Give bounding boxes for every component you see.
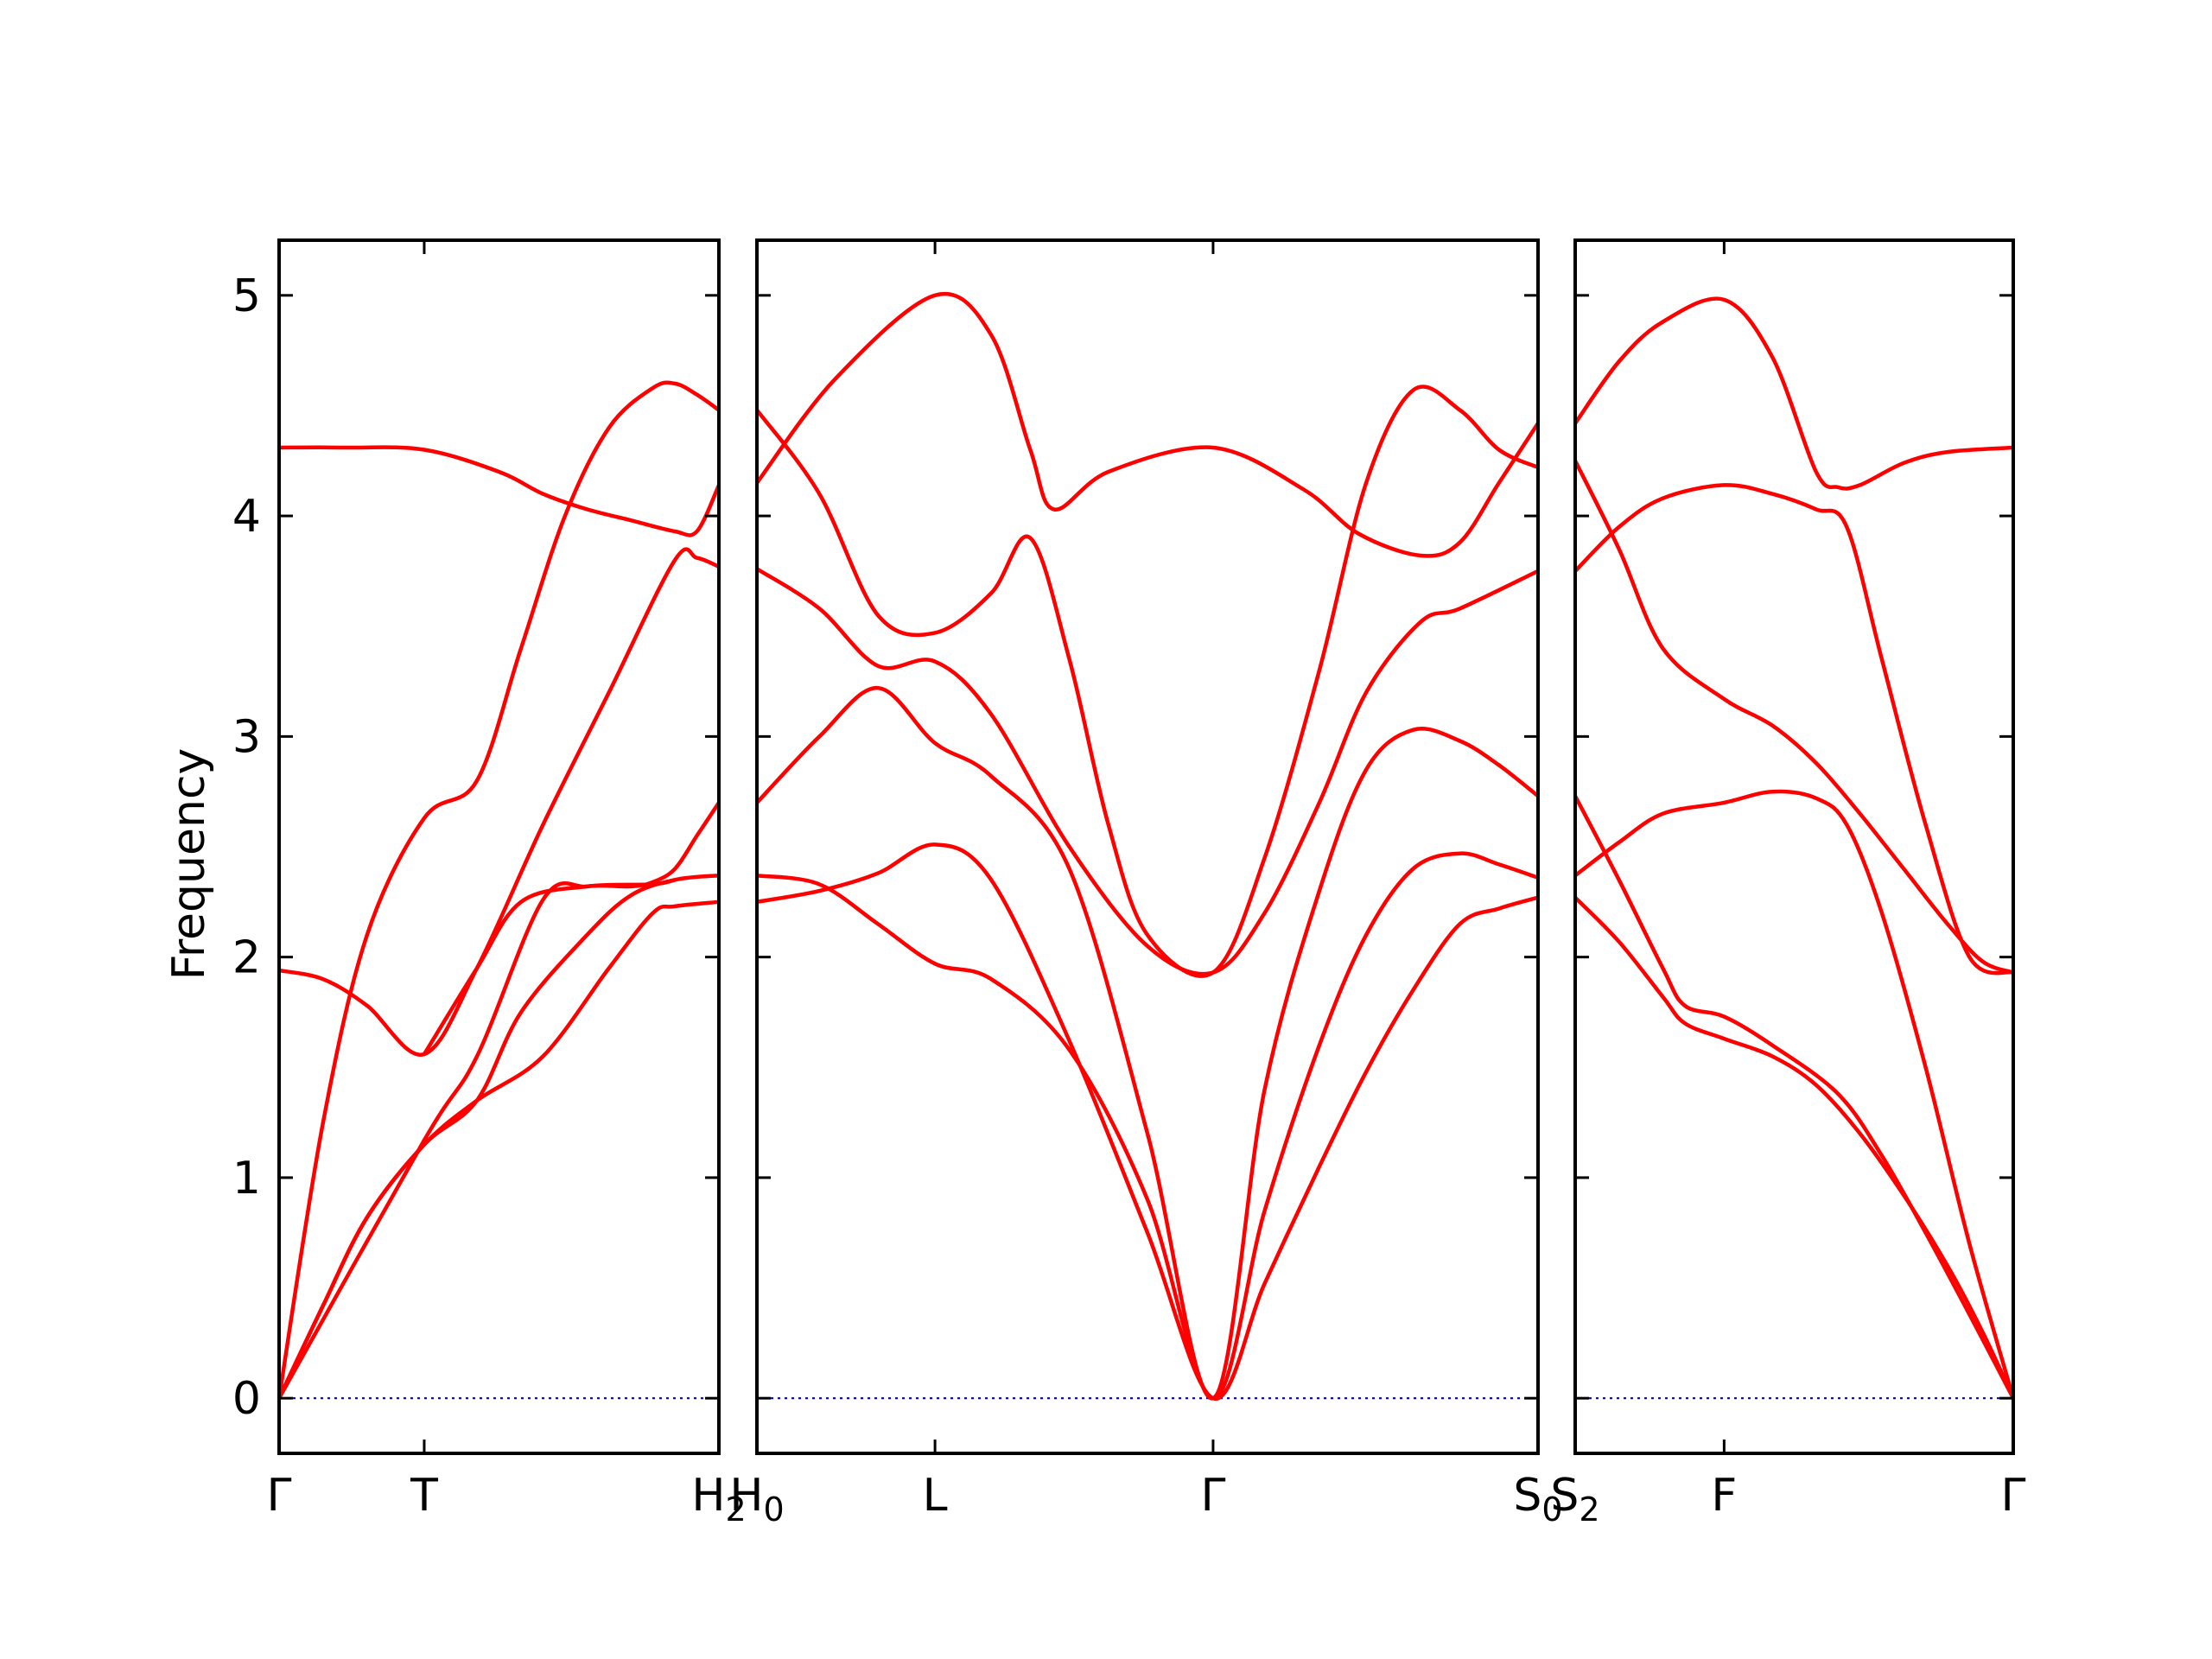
x-tick-label: Γ [1200, 1470, 1225, 1522]
band-line [279, 899, 719, 1401]
y-tick-label: 4 [232, 491, 261, 543]
band-line [279, 445, 719, 537]
band-line [279, 873, 719, 1401]
band-lines [279, 380, 719, 1401]
band-line [279, 547, 719, 1057]
band-lines [757, 291, 1538, 1401]
band-line [757, 842, 1538, 1401]
band-line [757, 567, 1538, 976]
band-line [1575, 794, 2013, 1401]
x-tick-label: L [923, 1470, 948, 1522]
y-axis-label: Frequency [163, 748, 215, 981]
x-tick-label: H0 [729, 1470, 784, 1529]
y-tick-label: 5 [232, 270, 261, 322]
panel-frame [755, 238, 1540, 1455]
band-line [1575, 296, 2013, 491]
y-tick-labels: 0 1 2 3 4 5 [232, 270, 261, 1425]
panel-h0-l-gamma-s0: H0 L Γ S0 [729, 238, 1563, 1529]
band-line [1575, 459, 2013, 975]
panel-frame [1573, 238, 2015, 1455]
y-tick-label: 2 [232, 932, 261, 984]
panel-gamma-t-h2: Γ T H2 [267, 238, 747, 1529]
band-line [279, 380, 719, 1401]
panel-frame [277, 238, 721, 1455]
y-tick-label: 1 [232, 1153, 261, 1205]
x-tick-label: F [1711, 1470, 1737, 1522]
band-line [279, 800, 719, 1401]
band-line [757, 385, 1538, 978]
band-line [757, 291, 1538, 558]
panel-s2-f-gamma: S2 F Γ [1550, 238, 2026, 1529]
x-tick-label: S2 [1550, 1470, 1599, 1529]
x-tick-label: Γ [267, 1470, 292, 1522]
band-line [1575, 895, 2013, 1401]
y-tick-label: 3 [232, 711, 261, 763]
x-tick-label: T [410, 1470, 438, 1522]
band-lines [1575, 296, 2013, 1401]
x-tick-label: Γ [2001, 1470, 2026, 1522]
y-tick-label: 0 [232, 1373, 261, 1425]
band-line [757, 685, 1538, 1401]
band-line [1575, 483, 2013, 976]
band-line [1575, 789, 2013, 1401]
band-line [422, 878, 677, 1057]
